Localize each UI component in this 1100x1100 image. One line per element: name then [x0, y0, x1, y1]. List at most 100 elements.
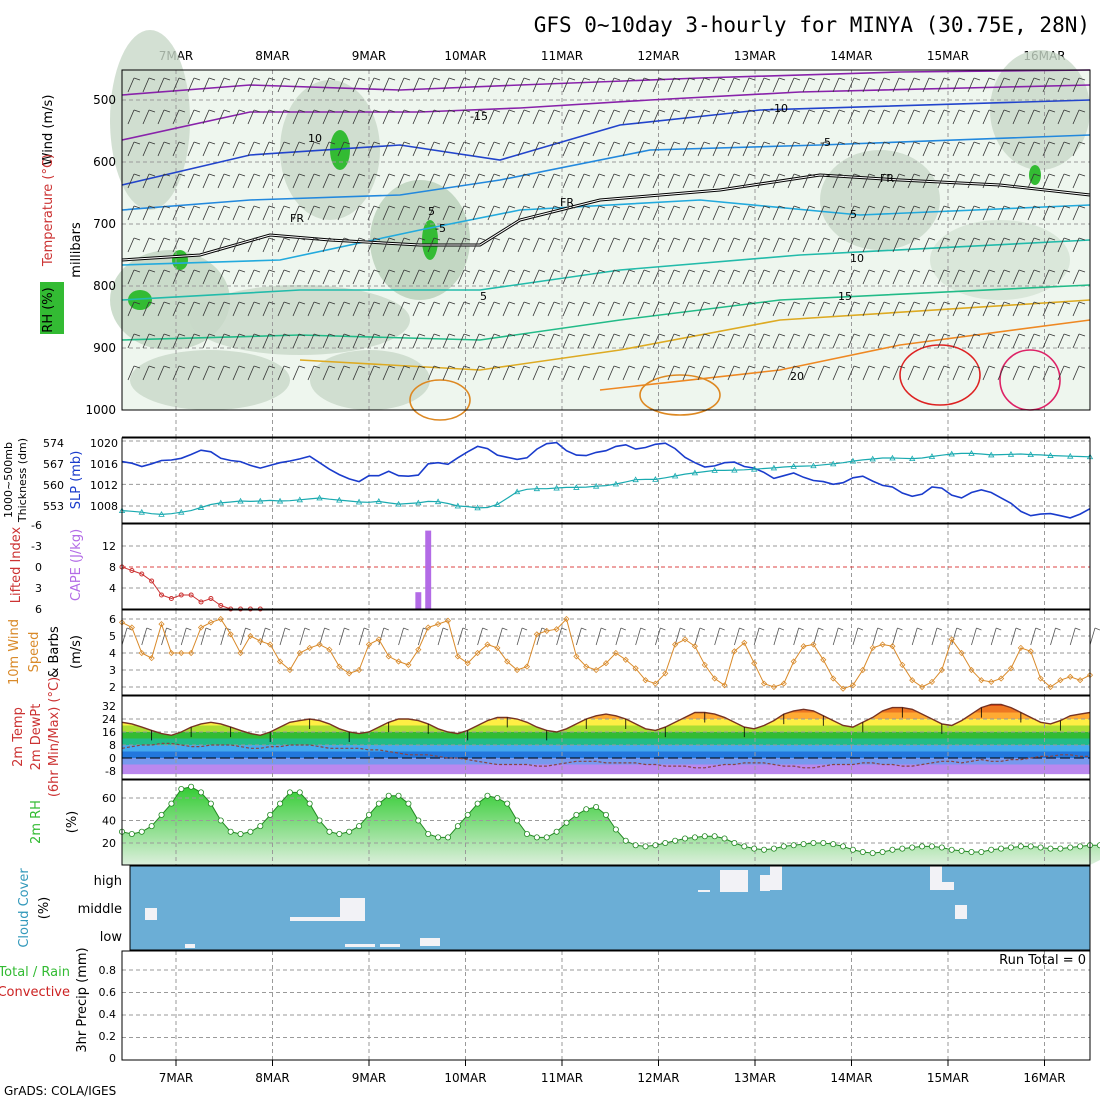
wind-barb-staff: [202, 365, 210, 381]
wind-barb-staff: [1072, 173, 1080, 189]
wind-speed-marker: [899, 661, 906, 668]
wind-barb-flag: [178, 205, 186, 209]
wind-barb: [727, 237, 741, 253]
wind-barb-flag: [133, 109, 141, 113]
wind-barb-flag: [328, 269, 336, 273]
wind-barb: [877, 269, 891, 285]
wind-barb-staff: [472, 141, 480, 157]
wind-barb-staff: [142, 237, 150, 253]
wind-barb-flag: [733, 301, 741, 305]
wind-barb: [622, 365, 636, 381]
surface-wind-barb: [1069, 627, 1076, 646]
wind-barb: [622, 109, 636, 125]
wind-barb-staff: [877, 365, 885, 381]
rh-marker: [919, 843, 926, 850]
wind-barb-flag: [193, 77, 201, 81]
wind-barb-staff: [397, 205, 405, 221]
wind-barb-staff: [877, 77, 885, 93]
wind-barb-staff: [577, 205, 585, 221]
wind-barb-staff: [697, 301, 705, 317]
wind-barb: [922, 77, 936, 93]
wind-speed-line: [121, 618, 1091, 690]
wind-barb: [742, 141, 756, 157]
wind-barb-flag: [658, 301, 666, 305]
wind-barb: [637, 333, 651, 349]
wind-barb-flag: [1018, 301, 1026, 305]
wind-barb-staff: [1057, 269, 1065, 285]
dewpt-line: [121, 742, 1090, 769]
wind-barb-flag: [838, 109, 846, 113]
wind-barb-flag: [538, 269, 546, 273]
wind-barb-staff: [952, 141, 960, 157]
wind-barb-flag: [763, 365, 771, 369]
wind-barb-flag: [1078, 109, 1086, 113]
ylabel-cloud-cover: Cloud Cover: [17, 868, 32, 948]
wind-barb-staff: [652, 109, 660, 125]
rh-marker: [849, 846, 856, 853]
wind-barb-flag: [1033, 333, 1041, 337]
wind-barb-staff: [367, 205, 375, 221]
surface-wind-barb-flag: [581, 627, 587, 631]
wind-barb-staff: [1057, 141, 1065, 157]
wind-barb-staff: [997, 269, 1005, 285]
wind-speed-marker: [612, 649, 619, 657]
surface-wind-barb-flag: [857, 627, 864, 631]
isotherm-label: 5: [480, 290, 487, 303]
wind-barb-flag: [388, 365, 396, 369]
wind-barb: [502, 173, 516, 189]
wind-barb: [802, 301, 816, 317]
wind-barb: [442, 205, 456, 221]
wind-barb-staff: [952, 365, 960, 381]
wind-barb-staff: [1027, 365, 1035, 381]
wind-barb-flag: [928, 205, 936, 209]
wind-barb-staff: [262, 141, 270, 157]
surface-wind-barb: [1050, 627, 1056, 646]
wind-barb-staff: [187, 173, 195, 189]
wind-barb-staff: [322, 333, 330, 349]
wind-barb: [352, 237, 366, 253]
wind-barb-flag: [283, 141, 291, 145]
wind-barb: [292, 237, 306, 253]
wind-barb-flag: [1018, 365, 1026, 369]
rh-marker: [395, 792, 402, 799]
thickness-marker: [178, 508, 185, 515]
wind-barb-flag: [1078, 365, 1086, 369]
wind-speed-marker: [168, 649, 175, 657]
wind-barb: [322, 365, 336, 381]
wind-barb-flag: [373, 269, 381, 273]
isotherm-line: [599, 319, 1091, 391]
rh-marker: [553, 828, 560, 835]
wind-barb-flag: [613, 333, 621, 337]
wind-barb-staff: [427, 365, 435, 381]
wind-barb-staff: [652, 301, 660, 317]
wind-barb-staff: [1042, 269, 1050, 285]
wind-tick: 4: [109, 647, 116, 660]
wind-barb-flag: [208, 365, 216, 369]
wind-barb-flag: [238, 269, 246, 273]
wind-barb-staff: [862, 237, 870, 253]
wind-barb-staff: [787, 141, 795, 157]
wind-barb-staff: [487, 205, 495, 221]
wind-barb-staff: [817, 269, 825, 285]
wind-barb-staff: [652, 333, 660, 349]
wind-barb: [382, 109, 396, 125]
wind-barb: [1027, 141, 1041, 157]
thickness-marker: [1027, 451, 1034, 458]
wind-barb-flag: [298, 173, 306, 177]
wind-barb-flag: [463, 365, 471, 369]
wind-barb-flag: [373, 173, 381, 177]
temp-tick: -8: [105, 765, 116, 778]
wind-barb: [397, 173, 411, 189]
wind-barb-flag: [748, 333, 756, 337]
wind-speed-marker: [1057, 677, 1064, 684]
wind-barb-flag: [823, 333, 831, 337]
wind-barb-flag: [283, 365, 291, 369]
wind-barb-staff: [832, 77, 840, 93]
wind-barb-staff: [787, 237, 795, 253]
surface-wind-barb: [338, 627, 345, 646]
wind-barb-flag: [778, 237, 786, 241]
wind-barb-flag: [733, 141, 741, 145]
surface-wind-barb-flag: [620, 627, 627, 631]
wind-barb-flag: [718, 77, 726, 81]
wind-barb: [697, 269, 711, 285]
